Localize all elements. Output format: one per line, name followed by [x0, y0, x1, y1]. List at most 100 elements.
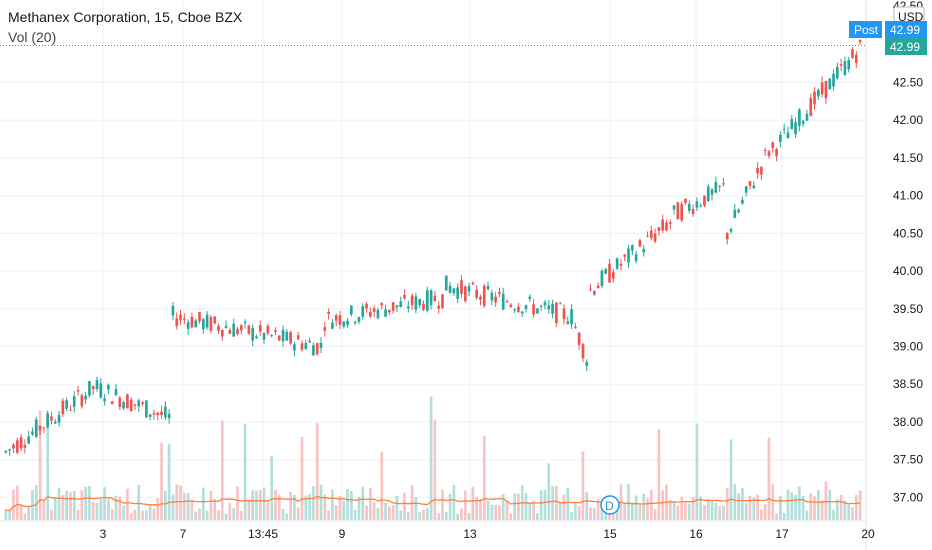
y-tick-label: 41.50: [893, 151, 923, 165]
candle-body: [293, 344, 296, 351]
candle-body: [141, 402, 144, 405]
volume-bars: [4, 396, 862, 520]
candle-body: [342, 321, 346, 327]
candle-body: [213, 316, 217, 324]
volume-bar: [798, 486, 801, 520]
candle-body: [820, 82, 824, 95]
candle-body: [296, 335, 300, 340]
volume-bar: [61, 495, 65, 520]
candle-body: [680, 204, 683, 221]
candle-body: [384, 309, 387, 317]
candle-body: [649, 230, 653, 239]
volume-bar: [433, 419, 437, 520]
candle-body: [258, 325, 262, 332]
candle-body: [801, 120, 805, 124]
candle-body: [205, 314, 209, 328]
candle-body: [574, 326, 577, 329]
candle-body: [733, 209, 737, 218]
candle-body: [467, 286, 471, 292]
candle-body: [596, 285, 600, 289]
candle-body: [148, 414, 152, 417]
volume-bar: [65, 490, 68, 520]
candle-body: [399, 301, 403, 307]
candle-body: [668, 222, 672, 224]
candle-body: [452, 288, 456, 294]
volume-bar: [88, 485, 91, 520]
volume-legend[interactable]: Vol (20): [8, 29, 57, 45]
candle-body: [61, 400, 65, 414]
volume-bar: [198, 508, 201, 520]
candle-body: [532, 304, 535, 315]
candle-body: [547, 305, 551, 310]
volume-bar: [524, 493, 528, 520]
dividend-marker-label: D: [605, 499, 614, 513]
candle-body: [824, 80, 828, 99]
candle-body: [91, 386, 95, 390]
volume-bar: [342, 501, 346, 520]
volume-bar: [676, 505, 680, 520]
candle-body: [737, 209, 740, 213]
volume-bar: [680, 496, 683, 520]
time-axis[interactable]: 3 7 13:45 9 13 15 16 17 20: [100, 527, 875, 541]
candle-body: [528, 296, 532, 300]
currency-label: USD: [898, 10, 924, 24]
candle-body: [126, 394, 129, 409]
volume-bar: [760, 509, 763, 520]
candle-body: [53, 421, 57, 424]
candle-body: [729, 228, 733, 232]
candle-body: [539, 305, 543, 307]
candle-body: [581, 344, 585, 359]
candle-body: [201, 319, 205, 330]
candle-body: [566, 321, 570, 324]
volume-bar: [148, 504, 152, 520]
chart-grid: [0, 0, 866, 520]
candle-body: [562, 308, 566, 320]
candle-body: [839, 64, 843, 66]
volume-bar: [668, 499, 672, 520]
dividend-marker-icon[interactable]: [600, 495, 620, 515]
candle-body: [145, 400, 148, 418]
candle-body: [763, 150, 767, 152]
candle-body: [327, 311, 330, 315]
candle-body: [186, 322, 190, 329]
volume-bar: [369, 488, 372, 520]
volume-bar: [456, 513, 460, 520]
volume-bar: [684, 502, 687, 520]
x-tick-label: 15: [603, 527, 617, 541]
candle-body: [703, 195, 706, 206]
volume-bar: [570, 512, 573, 520]
volume-bar: [23, 513, 27, 520]
volume-bar: [771, 484, 775, 520]
volume-bar: [296, 507, 300, 520]
candle-body: [369, 312, 372, 317]
candle-body: [57, 414, 61, 423]
volume-bar: [350, 490, 353, 520]
price-axis[interactable]: 42.50 42.00 41.50 41.00 40.50 40.00 39.50 39.00…: [893, 75, 923, 504]
volume-bar: [551, 486, 554, 520]
volume-bar: [494, 504, 497, 520]
candle-body: [114, 388, 118, 396]
volume-bar: [46, 413, 49, 520]
candle-body: [505, 301, 509, 303]
candle-body: [65, 400, 68, 409]
volume-bar: [118, 496, 122, 520]
chart-title[interactable]: Methanex Corporation, 15, Cboe BZX: [8, 9, 243, 25]
candle-body: [262, 333, 266, 340]
volume-bar: [346, 489, 349, 520]
volume-bar: [813, 496, 816, 520]
post-price-label: 42.99: [890, 23, 920, 37]
volume-bar: [733, 484, 737, 520]
candle-body: [220, 329, 224, 337]
volume-bar: [847, 504, 851, 520]
volume-bar: [164, 491, 167, 520]
volume-bar: [190, 499, 194, 520]
volume-bar: [80, 490, 84, 520]
candle-body: [501, 293, 505, 310]
y-tick-label: 37.00: [893, 490, 923, 504]
volume-bar: [801, 495, 805, 520]
volume-bar: [209, 490, 213, 520]
candle-body: [767, 151, 771, 157]
volume-bar: [243, 423, 247, 520]
candle-body: [805, 113, 809, 121]
